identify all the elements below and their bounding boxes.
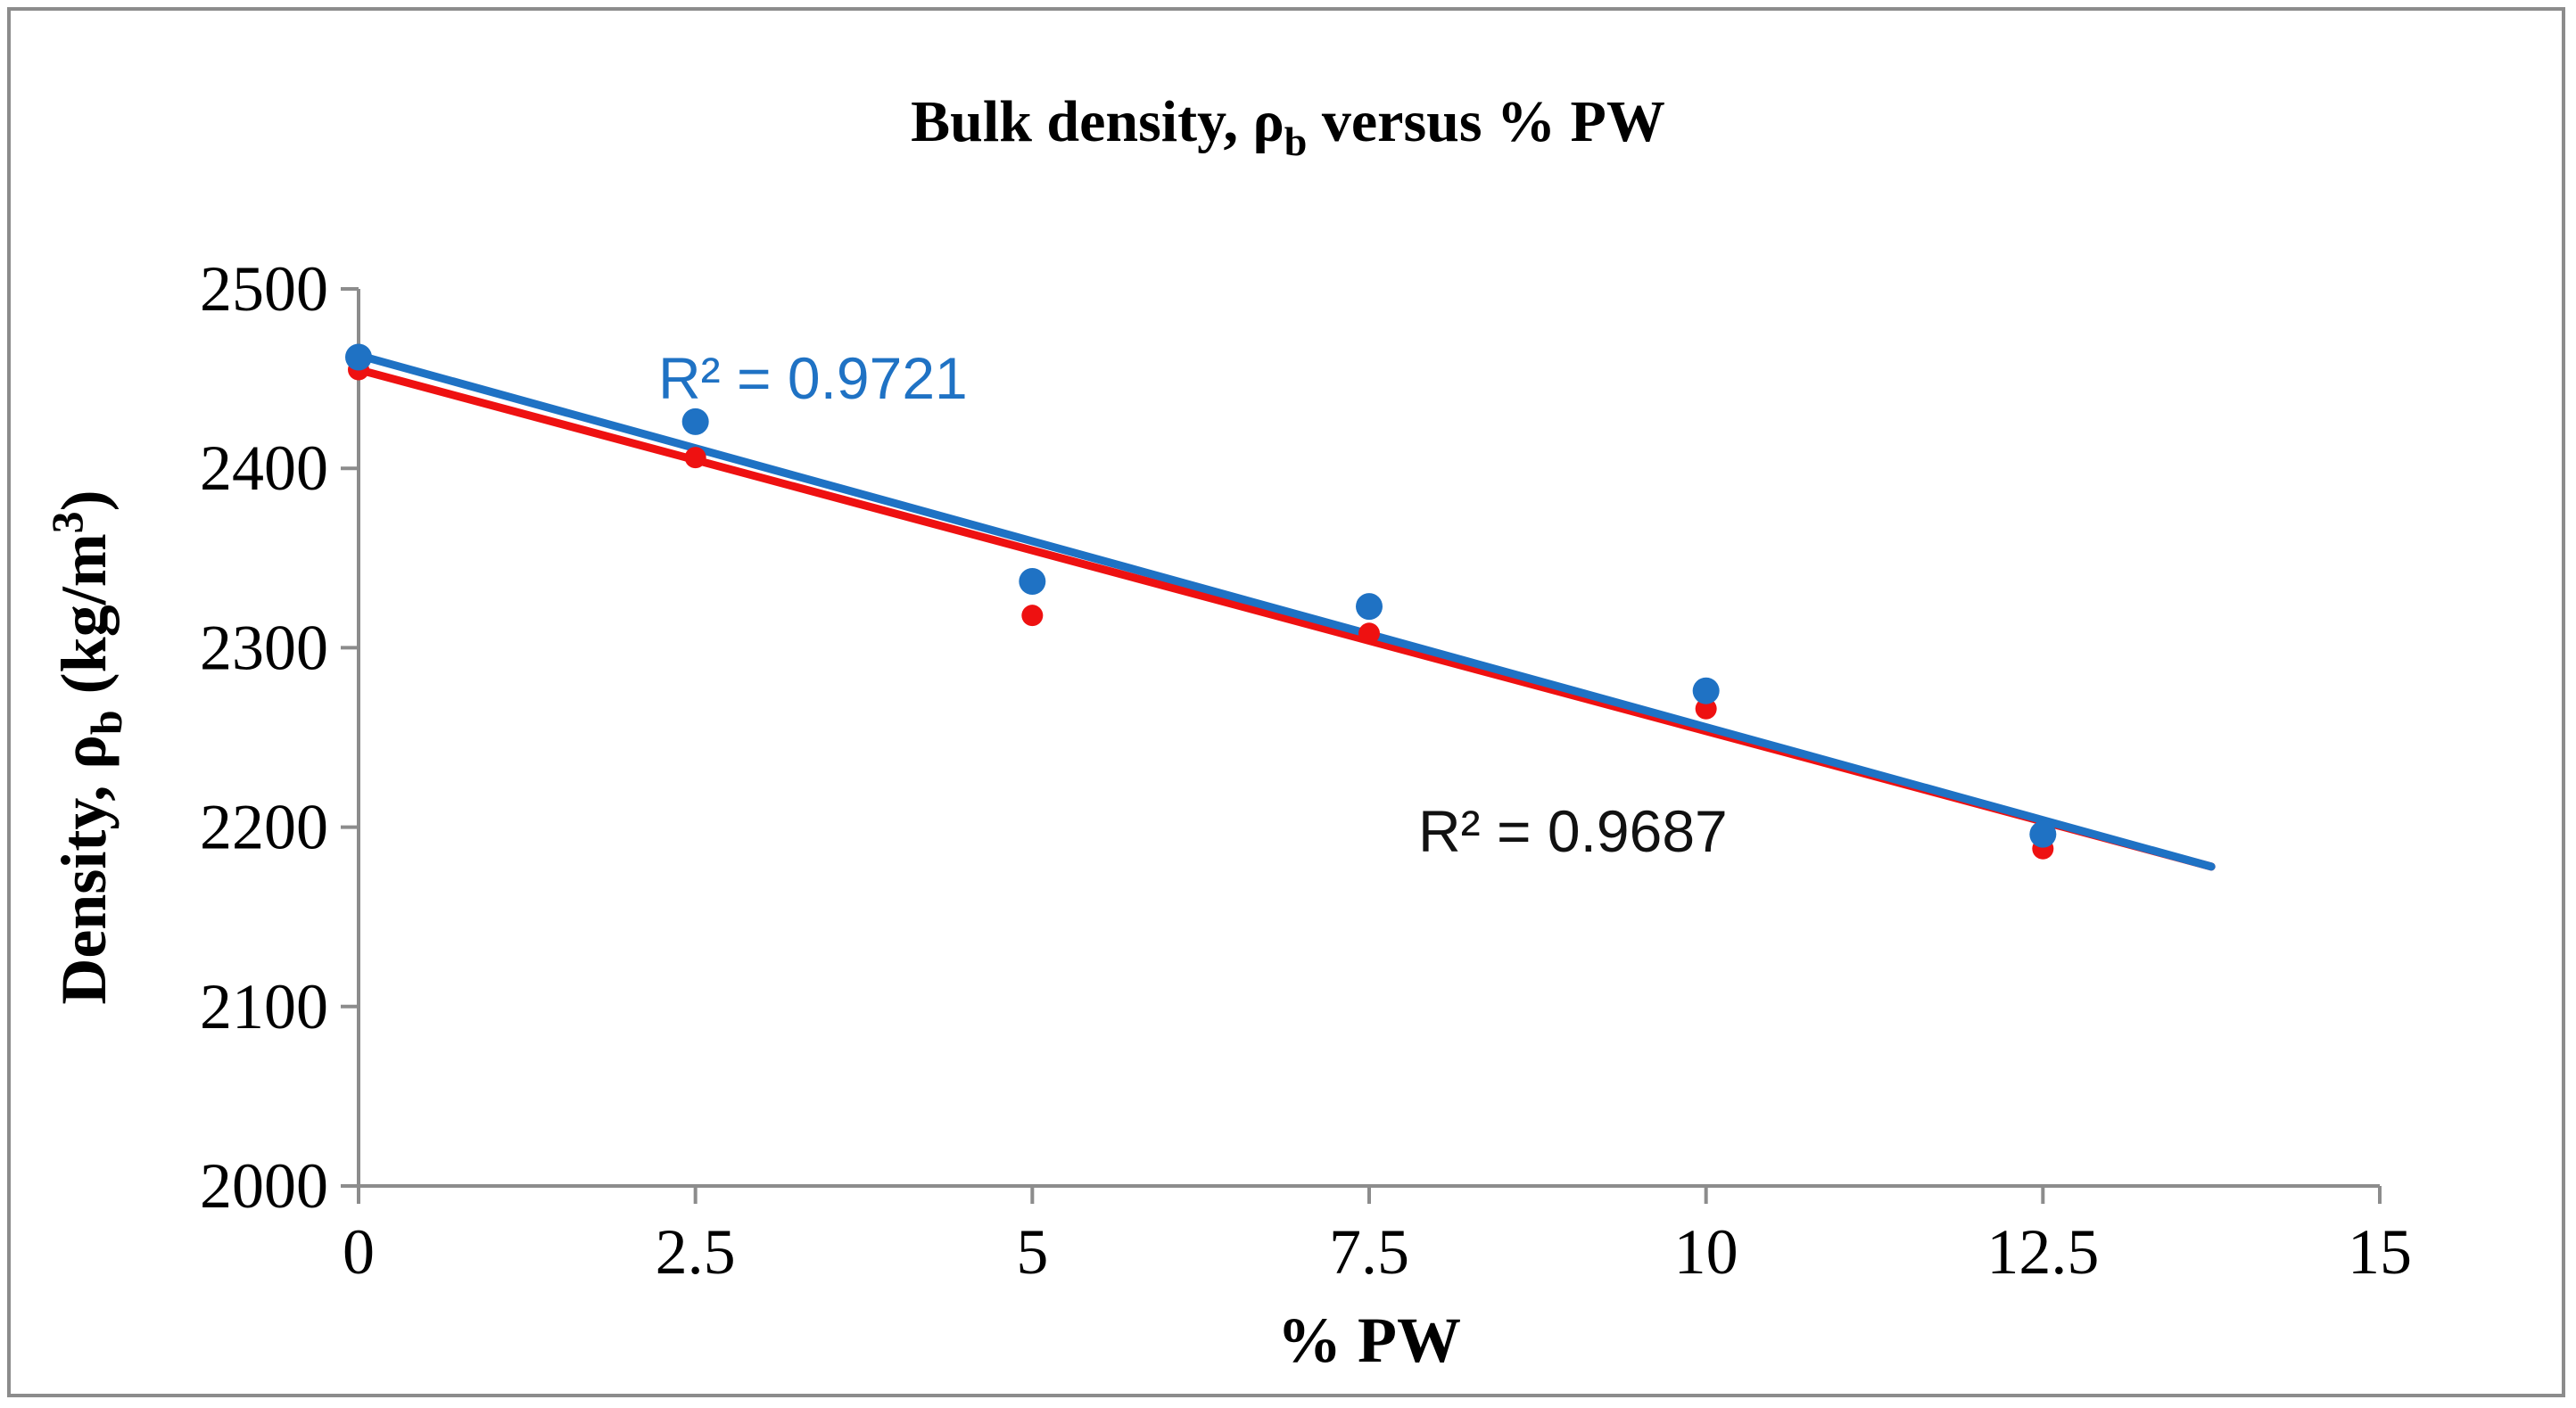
x-tick-label: 5 (1016, 1216, 1048, 1288)
x-tick-label: 2.5 (656, 1216, 736, 1288)
r-squared-labels: R² = 0.9687 R² = 0.9721 (658, 345, 1728, 864)
y-axis-title-superscript: 3 (42, 511, 92, 533)
x-tick-label: 0 (343, 1216, 375, 1288)
y-axis-title-main: Density, ρ (48, 735, 120, 1005)
trendlines (354, 350, 2216, 871)
y-tick-label: 2300 (200, 612, 328, 683)
data-point (2029, 820, 2057, 848)
x-tick-label: 12.5 (1986, 1216, 2099, 1288)
data-point (684, 447, 706, 469)
data-point (1021, 605, 1044, 627)
data-point (1358, 622, 1380, 645)
chart-title-rest: versus % PW (1307, 89, 1664, 154)
svg-text:Density, ρb (kg/m3): Density, ρb (kg/m3) (42, 490, 131, 1004)
y-tick-label: 2100 (200, 971, 328, 1042)
r-squared-label: R² = 0.9687 (1418, 798, 1728, 864)
trendline (354, 350, 2216, 871)
y-axis-title-subscript: b (81, 710, 131, 735)
chart-title-subscript: b (1284, 119, 1308, 164)
axes: 2000 2100 2200 2300 2400 2500 0 2.5 5 7.5 10 12.5 15 (200, 253, 2412, 1288)
r-squared-label: R² = 0.9721 (658, 345, 968, 411)
x-tick-label: 15 (2348, 1216, 2412, 1288)
y-axis-title-rest: (kg/m (48, 533, 120, 710)
y-tick-label: 2400 (200, 432, 328, 504)
chart-title: Bulk density, ρb versus % PW (911, 89, 1665, 164)
x-tick-label: 7.5 (1329, 1216, 1409, 1288)
x-axis-title: % PW (1277, 1305, 1461, 1376)
y-tick-label: 2500 (200, 253, 328, 325)
data-point (1695, 697, 1717, 720)
data-point (1356, 593, 1383, 621)
data-point (681, 408, 709, 435)
data-point (1019, 567, 1046, 595)
y-axis-title-close: ) (48, 490, 120, 511)
y-tick-label: 2200 (200, 792, 328, 863)
x-tick-label: 10 (1674, 1216, 1738, 1288)
y-axis-title: Density, ρb (kg/m3) (42, 490, 131, 1004)
y-tick-label: 2000 (200, 1150, 328, 1222)
data-point (345, 343, 372, 371)
data-points (345, 343, 2057, 860)
chart-frame (7, 7, 2565, 1397)
data-point (1692, 677, 1720, 704)
chart-title-main: Bulk density, ρ (911, 89, 1284, 154)
